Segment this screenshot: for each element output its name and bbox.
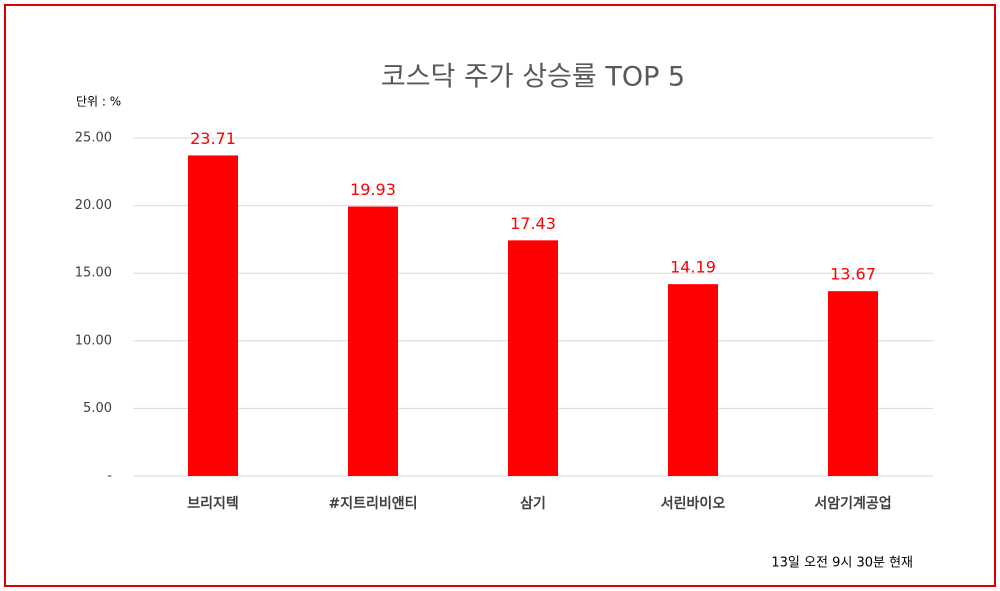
y-tick-label: 25.00 — [75, 131, 112, 146]
x-tick-label: 서암기계공업 — [814, 495, 891, 512]
y-tick-label: 15.00 — [75, 266, 112, 281]
value-label: 19.93 — [350, 180, 396, 199]
x-tick-label: 브리지텍 — [187, 495, 239, 512]
value-label: 23.71 — [190, 129, 236, 148]
x-tick-label: 서린바이오 — [661, 495, 726, 512]
x-tick-label: 삼기 — [520, 496, 546, 512]
value-label: 17.43 — [510, 214, 556, 233]
bar — [188, 155, 238, 476]
y-tick-label: 5.00 — [83, 401, 112, 416]
footnote: 13일 오전 9시 30분 현재 — [771, 556, 913, 571]
bar — [348, 206, 398, 477]
value-label: 13.67 — [830, 265, 876, 284]
value-label: 14.19 — [670, 258, 716, 277]
y-tick-label: 10.00 — [75, 333, 112, 348]
bar — [668, 284, 718, 476]
bar — [508, 240, 558, 476]
x-tick-label: #지트리비앤티 — [328, 495, 417, 512]
y-tick-label: 20.00 — [75, 198, 112, 213]
y-tick-label: - — [107, 469, 112, 484]
bar — [828, 291, 878, 476]
chart-title: 코스닥 주가 상승률 TOP 5 — [381, 62, 685, 93]
unit-label: 단위 : % — [76, 95, 121, 109]
